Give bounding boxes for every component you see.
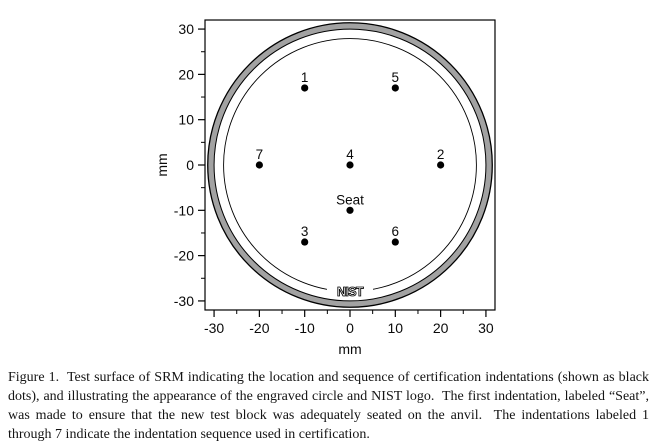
indentation-label-seat: Seat (336, 192, 364, 207)
y-tick-label: -20 (174, 248, 194, 264)
x-tick-label: 30 (478, 320, 494, 336)
indentation-label-7: 7 (256, 147, 264, 162)
indentation-label-2: 2 (437, 147, 445, 162)
x-tick-label: -10 (295, 320, 315, 336)
srm-test-surface-plot: NIST -30 -20 -10 0 10 20 30 -30 -20 -10 0 10 20 30 mm mm… (154, 19, 496, 357)
block-ring-fill (207, 22, 493, 308)
block-outer-edge (207, 22, 493, 308)
indentation-dot-1 (301, 84, 309, 92)
indentation-label-6: 6 (392, 224, 400, 239)
x-tick-label: 10 (388, 320, 404, 336)
indentation-dot-5 (391, 84, 399, 92)
y-tick-label: -30 (174, 293, 194, 309)
indentation-label-1: 1 (301, 70, 309, 85)
y-tick-label: 0 (186, 157, 194, 173)
indentation-dot-6 (391, 238, 399, 246)
x-axis-title: mm (338, 341, 361, 357)
y-tick-label: -10 (174, 202, 194, 218)
nist-logo: NIST (337, 285, 364, 299)
x-tick-label: -30 (204, 320, 224, 336)
y-tick-label: 20 (178, 66, 194, 82)
x-tick-label: 20 (433, 320, 449, 336)
figure-caption: Figure 1. Test surface of SRM indicating… (8, 370, 653, 442)
indentation-dot-seat (346, 206, 354, 214)
nist-logo-backing (327, 284, 373, 298)
y-axis-title: mm (154, 153, 170, 176)
block-ring-inner-edge (213, 28, 487, 302)
y-tick-label: 10 (178, 112, 194, 128)
indentation-dot-7 (255, 161, 263, 169)
indentation-label-4: 4 (346, 147, 354, 162)
y-tick-label: 30 (178, 21, 194, 37)
indentation-label-3: 3 (301, 224, 309, 239)
indentation-dot-3 (301, 238, 309, 246)
indentation-label-5: 5 (392, 70, 400, 85)
indentation-dot-2 (437, 161, 445, 169)
x-tick-label: 0 (346, 320, 354, 336)
x-tick-label: -20 (249, 320, 269, 336)
indentation-dot-4 (346, 161, 354, 169)
